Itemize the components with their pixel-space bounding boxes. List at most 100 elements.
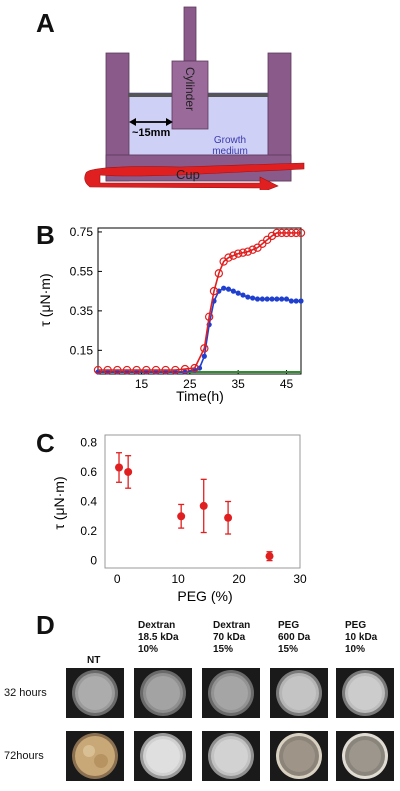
panel-b-point-0-2	[113, 365, 122, 375]
dish-72h-nt	[66, 731, 124, 781]
panel-b-point-1-18	[230, 288, 236, 294]
panel-c-chart: 0 10 20 30 0 0.2 0.4 0.6 0.8 PEG (%) τ (μN·m)	[51, 434, 307, 604]
gap-label: ~15mm	[132, 127, 170, 139]
panel-b-point-0-1	[103, 365, 112, 375]
panel-c-point-4	[224, 513, 233, 522]
panel-c-xtick-label-2: 20	[232, 572, 246, 586]
panel-b-xtick-label-3: 45	[280, 377, 294, 391]
column-header-dextran-70: Dextran 70 kDa 15%	[213, 620, 251, 655]
panel-b-point-1-25	[264, 296, 270, 302]
dish-72h-peg-600	[270, 731, 328, 781]
cylinder-body	[171, 60, 209, 130]
column-header-dextran-18: Dextran 18.5 kDa 10%	[138, 620, 179, 655]
panel-b-ytick-label-3: 0.75	[70, 225, 94, 239]
panel-b-point-0-5	[142, 365, 151, 375]
dish-72h-dextran-18	[134, 731, 192, 781]
panel-b-letter: B	[36, 220, 55, 250]
row-label-32h: 32 hours	[4, 687, 47, 699]
panel-a-letter: A	[36, 8, 55, 38]
panel-b-point-0-28	[282, 228, 291, 238]
panel-b-point-0-0	[93, 365, 103, 375]
panel-b-point-1-31	[293, 298, 299, 304]
panel-b-point-1-19	[235, 290, 241, 296]
panel-b-point-0-12	[204, 312, 214, 321]
panel-b-point-0-31	[296, 228, 306, 238]
panel-c-ytick-label-3: 0.6	[80, 465, 97, 479]
panel-b-point-0-4	[132, 365, 141, 375]
panel-b-point-0-26	[272, 228, 282, 238]
panel-c-point-0	[115, 463, 124, 472]
panel-c-xlabel: PEG (%)	[177, 588, 232, 604]
panel-b-point-0-21	[248, 245, 257, 254]
panel-b-xtick-label-2: 35	[231, 377, 245, 391]
panel-b-point-0-14	[214, 269, 224, 278]
panel-b-point-0-8	[171, 365, 180, 375]
panel-c-ylabel: τ (μN·m)	[51, 476, 67, 529]
panel-b-ytick-label-2: 0.55	[70, 264, 94, 278]
panel-b-point-0-17	[229, 251, 238, 260]
panel-b-point-1-32	[298, 298, 304, 304]
panel-b-point-0-13	[209, 286, 219, 296]
panel-c-plot-frame	[104, 434, 301, 569]
rotation-arrow	[84, 162, 305, 190]
panel-c-ytick-label-4: 0.8	[80, 435, 97, 449]
medium-label-2: medium	[212, 146, 248, 157]
panel-c-ytick-label-1: 0.2	[80, 524, 97, 538]
panel-c-xtick-label-3: 30	[293, 572, 307, 586]
row-label-72h: 72hours	[4, 750, 44, 762]
dish-32h-peg-600	[270, 668, 328, 718]
panel-b-point-1-16	[221, 285, 227, 291]
panel-b-point-1-20	[240, 292, 246, 298]
panel-b-xtick-label-0: 15	[135, 377, 149, 391]
dish-72h-peg-10k	[336, 731, 394, 781]
panel-b-point-1-28	[279, 296, 285, 302]
panel-b-series-line-0	[98, 232, 301, 371]
panel-b-point-1-27	[274, 296, 280, 302]
dish-72h-dextran-70	[202, 731, 260, 781]
medium-label-1: Growth	[214, 135, 246, 146]
cylinder-label: Cylinder	[183, 67, 197, 111]
panel-c-ytick-label-0: 0	[90, 554, 97, 568]
dish-32h-peg-10k	[336, 668, 394, 718]
panel-b-point-0-29	[287, 228, 296, 238]
panel-b-point-0-3	[122, 365, 132, 375]
panel-b-point-0-27	[277, 228, 286, 238]
panel-c-xtick-label-1: 10	[171, 572, 185, 586]
dish-32h-dextran-18	[134, 668, 192, 718]
panel-b-point-1-26	[269, 296, 275, 302]
column-header-peg-10k: PEG 10 kDa 10%	[345, 620, 378, 655]
panel-b-point-1-12	[201, 353, 207, 359]
panel-b-point-1-23	[254, 296, 261, 302]
panel-b-point-1-17	[225, 286, 232, 292]
panel-c-point-3	[199, 501, 208, 510]
panel-b-point-1-24	[259, 296, 265, 302]
dish-32h-nt	[66, 668, 124, 718]
panel-b-point-1-29	[283, 296, 290, 302]
dish-32h-dextran-70	[202, 668, 260, 718]
panel-b-point-0-20	[243, 247, 253, 256]
cup-label: Cup	[176, 167, 200, 182]
panel-b-xtick-label-1: 25	[183, 377, 197, 391]
panel-b-ytick-label-0: 0.15	[70, 343, 94, 357]
panel-b-point-0-6	[151, 365, 161, 375]
column-header-nt: NT	[87, 655, 101, 666]
panel-a-schematic: Cylinder ~15mm Growth medium Cup	[84, 6, 305, 190]
panel-b-point-1-21	[245, 294, 251, 300]
panel-b-ytick-label-1: 0.35	[70, 304, 94, 318]
panel-c-point-1	[124, 467, 133, 476]
column-header-peg-600: PEG 600 Da 15%	[278, 620, 311, 655]
panel-b-point-1-30	[288, 298, 294, 304]
panel-b-point-0-18	[233, 249, 243, 258]
panel-c-ytick-label-2: 0.4	[80, 495, 97, 509]
panel-c-xtick-label-0: 0	[114, 572, 121, 586]
panel-c-letter: C	[36, 428, 55, 458]
panel-b-point-1-22	[250, 295, 256, 301]
panel-b-point-0-9	[180, 364, 190, 374]
panel-c-point-2	[177, 512, 186, 521]
cylinder-shaft	[183, 6, 197, 62]
panel-b-chart: 15 25 35 45 0.15 0.35 0.55 0.75 Time(h) τ (μN·m…	[37, 225, 306, 404]
panel-b-ylabel: τ (μN·m)	[37, 273, 53, 326]
panel-b-point-0-16	[224, 253, 233, 262]
panel-b-point-0-30	[291, 228, 301, 238]
panel-b-point-0-7	[161, 365, 170, 375]
